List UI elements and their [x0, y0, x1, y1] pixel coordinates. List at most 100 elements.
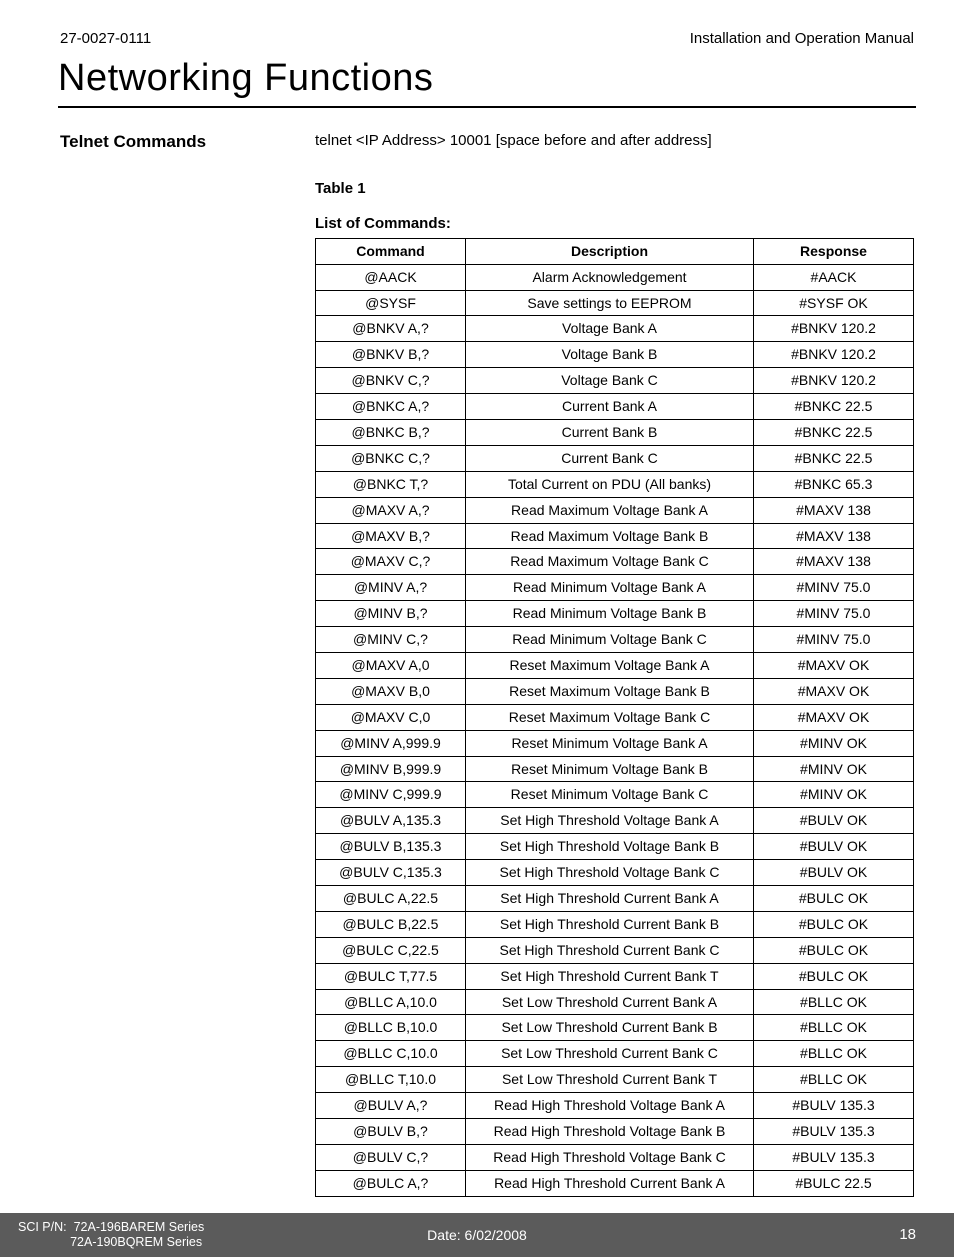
cell-description: Voltage Bank A	[466, 316, 754, 342]
cell-response: #SYSF OK	[754, 290, 914, 316]
cell-description: Reset Maximum Voltage Bank C	[466, 704, 754, 730]
cell-command: @MAXV B,0	[316, 678, 466, 704]
cell-response: #AACK	[754, 264, 914, 290]
cell-response: #BNKC 22.5	[754, 419, 914, 445]
table-header-row: Command Description Response	[316, 238, 914, 264]
cell-command: @BULV C,135.3	[316, 860, 466, 886]
col-header-command: Command	[316, 238, 466, 264]
table-row: @BULC A,22.5Set High Threshold Current B…	[316, 886, 914, 912]
pn-line-1: 72A-196BAREM Series	[74, 1220, 205, 1234]
cell-description: Set Low Threshold Current Bank C	[466, 1041, 754, 1067]
cell-response: #BULV 135.3	[754, 1119, 914, 1145]
table-row: @MAXV C,?Read Maximum Voltage Bank C#MAX…	[316, 549, 914, 575]
table-row: @MAXV A,?Read Maximum Voltage Bank A#MAX…	[316, 497, 914, 523]
cell-response: #MAXV 138	[754, 497, 914, 523]
cell-description: Read Minimum Voltage Bank C	[466, 627, 754, 653]
cell-command: @SYSF	[316, 290, 466, 316]
table-row: @BNKV B,?Voltage Bank B#BNKV 120.2	[316, 342, 914, 368]
cell-description: Reset Minimum Voltage Bank A	[466, 730, 754, 756]
cell-response: #BULC OK	[754, 963, 914, 989]
table-row: @SYSFSave settings to EEPROM#SYSF OK	[316, 290, 914, 316]
cell-command: @BNKC A,?	[316, 394, 466, 420]
table-row: @BNKC C,?Current Bank C#BNKC 22.5	[316, 445, 914, 471]
main-column: telnet <IP Address> 10001 [space before …	[315, 130, 914, 1197]
cell-response: #MINV OK	[754, 730, 914, 756]
cell-command: @MAXV B,?	[316, 523, 466, 549]
table-row: @MAXV A,0Reset Maximum Voltage Bank A#MA…	[316, 653, 914, 679]
cell-description: Current Bank C	[466, 445, 754, 471]
cell-response: #BULC OK	[754, 886, 914, 912]
table-row: @BNKC A,?Current Bank A#BNKC 22.5	[316, 394, 914, 420]
col-header-description: Description	[466, 238, 754, 264]
cell-command: @BULC A,22.5	[316, 886, 466, 912]
cell-description: Set High Threshold Current Bank T	[466, 963, 754, 989]
cell-command: @BNKC T,?	[316, 471, 466, 497]
cell-description: Set High Threshold Voltage Bank A	[466, 808, 754, 834]
cell-response: #BNKV 120.2	[754, 342, 914, 368]
commands-table: Command Description Response @AACKAlarm …	[315, 238, 914, 1197]
cell-response: #MAXV OK	[754, 704, 914, 730]
cell-description: Set Low Threshold Current Bank A	[466, 989, 754, 1015]
cell-command: @BULV C,?	[316, 1144, 466, 1170]
cell-command: @BLLC C,10.0	[316, 1041, 466, 1067]
cell-description: Set High Threshold Current Bank B	[466, 911, 754, 937]
cell-response: #MINV 75.0	[754, 575, 914, 601]
cell-description: Reset Maximum Voltage Bank B	[466, 678, 754, 704]
section-heading: Telnet Commands	[60, 132, 315, 152]
cell-command: @AACK	[316, 264, 466, 290]
cell-description: Set Low Threshold Current Bank T	[466, 1067, 754, 1093]
cell-response: #BLLC OK	[754, 1067, 914, 1093]
cell-response: #MAXV OK	[754, 678, 914, 704]
telnet-usage-line: telnet <IP Address> 10001 [space before …	[315, 130, 914, 152]
cell-response: #BULV OK	[754, 834, 914, 860]
table-row: @MINV A,?Read Minimum Voltage Bank A#MIN…	[316, 575, 914, 601]
cell-description: Set High Threshold Voltage Bank C	[466, 860, 754, 886]
table-row: @MAXV B,?Read Maximum Voltage Bank B#MAX…	[316, 523, 914, 549]
cell-response: #MAXV OK	[754, 653, 914, 679]
side-column: Telnet Commands	[60, 130, 315, 1197]
cell-command: @MINV A,?	[316, 575, 466, 601]
cell-description: Read High Threshold Voltage Bank B	[466, 1119, 754, 1145]
cell-command: @MINV B,999.9	[316, 756, 466, 782]
table-row: @BLLC B,10.0Set Low Threshold Current Ba…	[316, 1015, 914, 1041]
cell-command: @BULC B,22.5	[316, 911, 466, 937]
cell-command: @MAXV C,?	[316, 549, 466, 575]
cell-command: @BULC C,22.5	[316, 937, 466, 963]
cell-response: #MAXV 138	[754, 549, 914, 575]
cell-description: Total Current on PDU (All banks)	[466, 471, 754, 497]
table-row: @MAXV B,0Reset Maximum Voltage Bank B#MA…	[316, 678, 914, 704]
cell-command: @BULV B,?	[316, 1119, 466, 1145]
table-row: @BNKC B,?Current Bank B#BNKC 22.5	[316, 419, 914, 445]
table-row: @BNKC T,?Total Current on PDU (All banks…	[316, 471, 914, 497]
cell-response: #BNKC 22.5	[754, 394, 914, 420]
cell-response: #BULV OK	[754, 808, 914, 834]
cell-command: @BLLC T,10.0	[316, 1067, 466, 1093]
cell-description: Reset Minimum Voltage Bank C	[466, 782, 754, 808]
cell-command: @BULV B,135.3	[316, 834, 466, 860]
table-row: @BULV B,135.3Set High Threshold Voltage …	[316, 834, 914, 860]
cell-description: Current Bank A	[466, 394, 754, 420]
cell-response: #MINV OK	[754, 782, 914, 808]
cell-description: Read Maximum Voltage Bank B	[466, 523, 754, 549]
cell-response: #BLLC OK	[754, 1015, 914, 1041]
cell-description: Set High Threshold Current Bank A	[466, 886, 754, 912]
cell-response: #BULV OK	[754, 860, 914, 886]
table-row: @BULC B,22.5Set High Threshold Current B…	[316, 911, 914, 937]
cell-command: @BLLC B,10.0	[316, 1015, 466, 1041]
table-row: @AACKAlarm Acknowledgement#AACK	[316, 264, 914, 290]
table-row: @BNKV A,?Voltage Bank A#BNKV 120.2	[316, 316, 914, 342]
cell-command: @BNKV B,?	[316, 342, 466, 368]
table-row: @BULV A,?Read High Threshold Voltage Ban…	[316, 1093, 914, 1119]
cell-description: Set High Threshold Current Bank C	[466, 937, 754, 963]
cell-response: #BLLC OK	[754, 1041, 914, 1067]
cell-description: Save settings to EEPROM	[466, 290, 754, 316]
cell-command: @MAXV C,0	[316, 704, 466, 730]
cell-description: Voltage Bank C	[466, 368, 754, 394]
page: 27-0027-0111 Installation and Operation …	[0, 0, 954, 1257]
cell-response: #BULC OK	[754, 937, 914, 963]
table-row: @BLLC T,10.0Set Low Threshold Current Ba…	[316, 1067, 914, 1093]
cell-description: Read Maximum Voltage Bank A	[466, 497, 754, 523]
page-title: Networking Functions	[58, 57, 916, 108]
cell-description: Reset Maximum Voltage Bank A	[466, 653, 754, 679]
pn-prefix: SCI P/N:	[18, 1220, 67, 1234]
